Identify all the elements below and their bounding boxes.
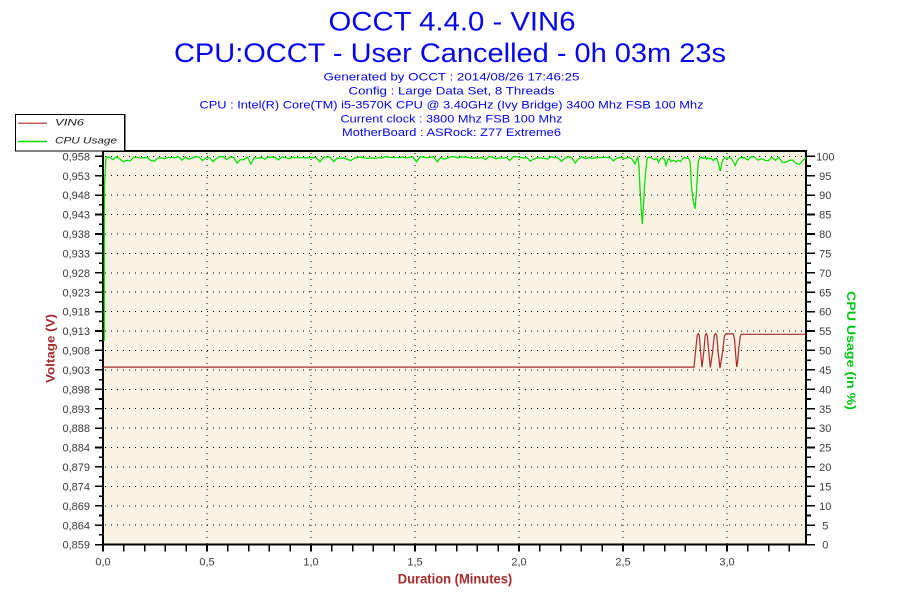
svg-text:0,938: 0,938 [62, 229, 90, 241]
svg-text:20: 20 [819, 462, 831, 474]
svg-text:100: 100 [816, 151, 834, 163]
svg-text:0,908: 0,908 [62, 346, 90, 358]
svg-text:0,913: 0,913 [62, 326, 90, 338]
svg-text:25: 25 [819, 443, 831, 455]
svg-text:35: 35 [819, 404, 831, 416]
svg-text:Config : Large Data Set, 8 Thr: Config : Large Data Set, 8 Threads [349, 86, 556, 98]
svg-text:0,928: 0,928 [62, 268, 90, 280]
svg-text:80: 80 [819, 229, 831, 241]
svg-text:60: 60 [819, 307, 831, 319]
svg-text:2,5: 2,5 [615, 557, 630, 569]
svg-text:OCCT 4.4.0 - VIN6: OCCT 4.4.0 - VIN6 [329, 6, 576, 36]
svg-text:0,864: 0,864 [62, 520, 90, 532]
svg-text:0,879: 0,879 [62, 462, 90, 474]
svg-text:5: 5 [822, 520, 828, 532]
svg-text:Generated by OCCT : 2014/08/26: Generated by OCCT : 2014/08/26 17:46:25 [324, 72, 580, 84]
svg-text:90: 90 [819, 190, 831, 202]
svg-text:Current clock : 3800 Mhz FSB 1: Current clock : 3800 Mhz FSB 100 Mhz [341, 113, 563, 125]
svg-text:0,943: 0,943 [62, 210, 90, 222]
svg-text:0,898: 0,898 [62, 384, 90, 396]
svg-text:0,888: 0,888 [62, 423, 90, 435]
svg-text:1,0: 1,0 [303, 557, 318, 569]
svg-text:10: 10 [819, 501, 831, 513]
svg-text:0,869: 0,869 [62, 501, 90, 513]
svg-text:CPU Usage (in %): CPU Usage (in %) [844, 291, 858, 410]
svg-text:VIN6: VIN6 [55, 117, 85, 128]
svg-text:1,5: 1,5 [407, 557, 422, 569]
svg-text:30: 30 [819, 423, 831, 435]
svg-text:0,918: 0,918 [62, 307, 90, 319]
svg-text:15: 15 [819, 482, 831, 494]
svg-text:0,948: 0,948 [62, 190, 90, 202]
svg-text:0,953: 0,953 [62, 171, 90, 183]
svg-text:MotherBoard : ASRock: Z77 Extr: MotherBoard : ASRock: Z77 Extreme6 [342, 127, 561, 139]
svg-text:0,923: 0,923 [62, 287, 90, 299]
svg-text:CPU Usage: CPU Usage [55, 136, 117, 147]
svg-text:0,893: 0,893 [62, 404, 90, 416]
svg-text:55: 55 [819, 326, 831, 338]
svg-text:3,0: 3,0 [719, 557, 734, 569]
svg-text:75: 75 [819, 249, 831, 261]
svg-text:0,5: 0,5 [199, 557, 214, 569]
svg-text:0,933: 0,933 [62, 249, 90, 261]
svg-text:0,958: 0,958 [62, 151, 90, 163]
svg-text:40: 40 [819, 384, 831, 396]
svg-text:85: 85 [819, 210, 831, 222]
svg-text:Duration (Minutes): Duration (Minutes) [398, 571, 513, 587]
svg-text:50: 50 [819, 346, 831, 358]
svg-text:Voltage (V): Voltage (V) [44, 314, 58, 383]
svg-text:CPU : Intel(R) Core(TM) i5-357: CPU : Intel(R) Core(TM) i5-3570K CPU @ 3… [200, 99, 704, 111]
svg-text:0,874: 0,874 [62, 482, 90, 494]
svg-text:CPU:OCCT - User Cancelled - 0h: CPU:OCCT - User Cancelled - 0h 03m 23s [174, 38, 726, 68]
svg-text:0,859: 0,859 [62, 540, 90, 552]
svg-text:0,0: 0,0 [95, 557, 110, 569]
svg-text:95: 95 [819, 171, 831, 183]
svg-text:0,884: 0,884 [62, 443, 90, 455]
svg-text:0,903: 0,903 [62, 365, 90, 377]
svg-text:2,0: 2,0 [511, 557, 526, 569]
svg-text:0: 0 [822, 540, 828, 552]
svg-text:45: 45 [819, 365, 831, 377]
svg-text:70: 70 [819, 268, 831, 280]
svg-text:65: 65 [819, 287, 831, 299]
